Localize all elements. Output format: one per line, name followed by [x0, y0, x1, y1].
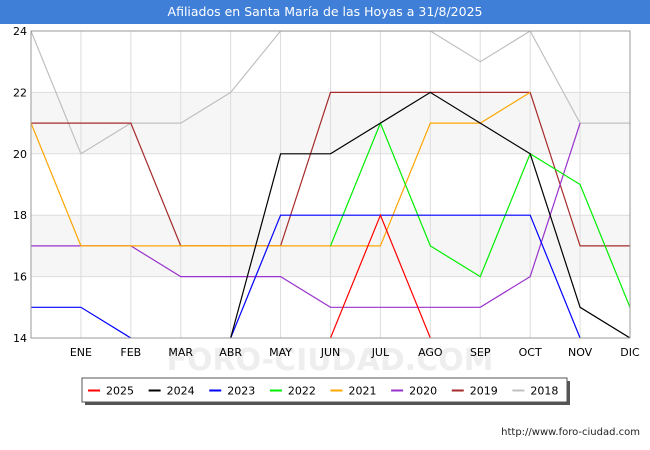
y-tick-labels: 14 16 18 20 22 24 — [13, 25, 27, 345]
legend-label-2020: 2020 — [409, 385, 437, 398]
series-line-2023 — [230, 214, 581, 338]
watermark: FORO-CIUDAD.COM — [167, 343, 494, 378]
x-tick-label: JUN — [320, 346, 341, 359]
legend-label-2025: 2025 — [106, 385, 134, 398]
x-tick-label: JUL — [371, 346, 390, 359]
x-tick-label: NOV — [568, 346, 593, 359]
series-line-2025 — [329, 213, 431, 338]
x-tick-label: FEB — [120, 346, 141, 359]
x-tick-label: OCT — [519, 346, 542, 359]
x-tick-label: MAY — [269, 346, 292, 359]
legend-box — [81, 377, 568, 403]
y-tick-label: 14 — [13, 332, 27, 345]
y-tick-label: 24 — [13, 25, 27, 38]
series-line-2023 — [31, 306, 132, 338]
legend-label-2019: 2019 — [470, 385, 498, 398]
legend-label-2023: 2023 — [227, 385, 255, 398]
series-lines — [31, 31, 630, 338]
x-tick-label: MAR — [168, 346, 193, 359]
y-tick-label: 20 — [13, 148, 27, 161]
legend-label-2022: 2022 — [288, 385, 316, 398]
x-tick-label: ABR — [219, 346, 242, 359]
chart-title: Afiliados en Santa María de las Hoyas a … — [0, 0, 650, 24]
series-line-2021 — [31, 91, 531, 247]
y-tick-label: 22 — [13, 86, 27, 99]
x-tick-label: AGO — [418, 346, 443, 359]
y-tick-label: 18 — [13, 209, 27, 222]
x-tick-label: SEP — [470, 346, 491, 359]
x-tick-label: ENE — [70, 346, 92, 359]
legend-label-2024: 2024 — [167, 385, 195, 398]
x-tick-labels: ENE FEB MAR ABR MAY JUN JUL AGO SEP OCT NOV DIC — [70, 346, 640, 359]
legend-label-2021: 2021 — [349, 385, 377, 398]
x-tick-label: DIC — [620, 346, 640, 359]
legend: 2025 2024 2023 2022 2021 2020 2019 2018 — [81, 377, 570, 405]
series-line-2024 — [230, 91, 630, 338]
y-tick-label: 16 — [13, 271, 27, 284]
legend-label-2018: 2018 — [530, 385, 558, 398]
source-url: http://www.foro-ciudad.com — [501, 427, 640, 438]
plot-frame — [30, 30, 631, 339]
